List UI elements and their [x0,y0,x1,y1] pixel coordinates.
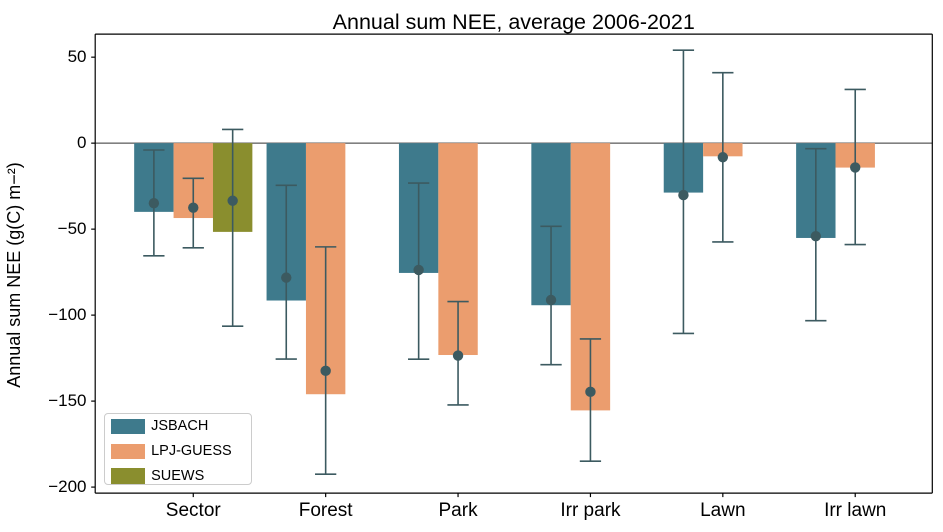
svg-text:−200: −200 [48,477,86,496]
svg-text:Park: Park [439,500,479,521]
svg-text:Forest: Forest [299,500,354,521]
svg-text:Irr lawn: Irr lawn [824,500,886,521]
svg-text:−100: −100 [48,305,86,324]
svg-text:50: 50 [68,47,87,66]
svg-text:Irr park: Irr park [560,500,621,521]
svg-text:Lawn: Lawn [700,500,745,521]
svg-text:0: 0 [77,133,86,152]
svg-text:−150: −150 [48,391,86,410]
svg-text:−50: −50 [58,219,87,238]
svg-text:Sector: Sector [166,500,222,521]
